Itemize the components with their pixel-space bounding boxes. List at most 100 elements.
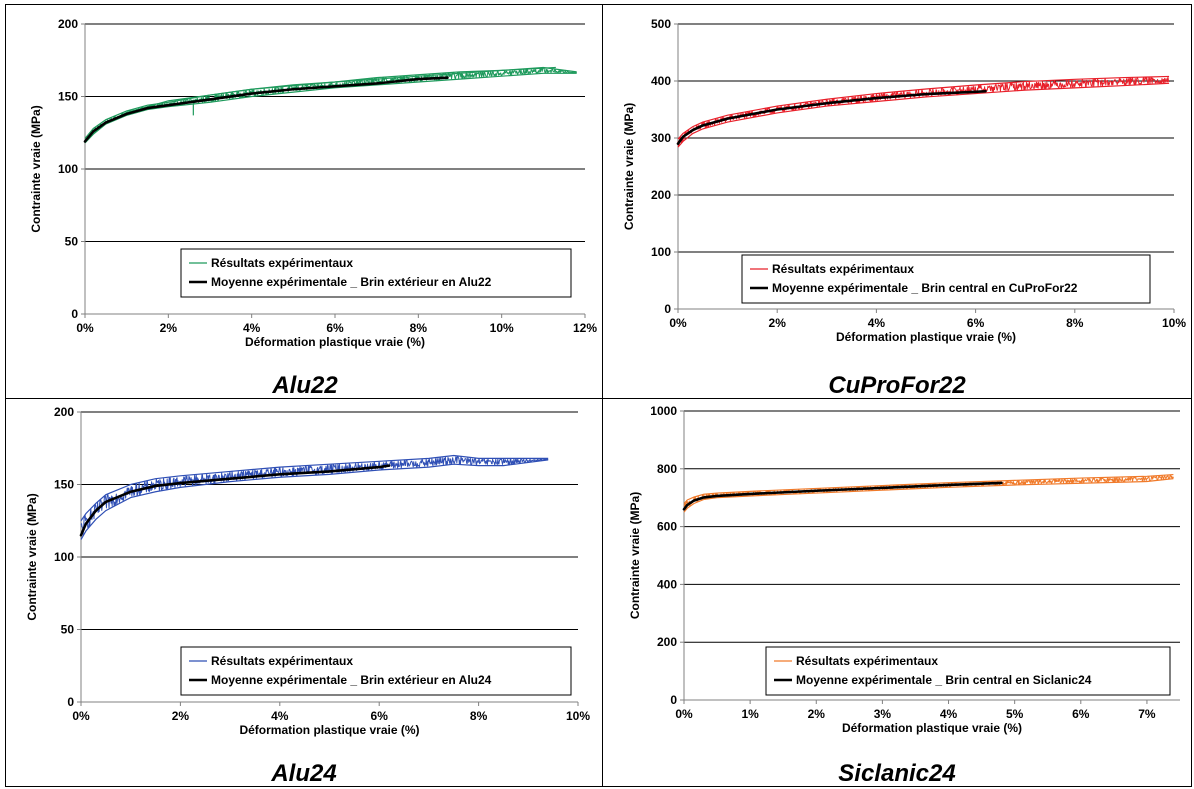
x-axis-title: Déformation plastique vraie (%) <box>842 721 1022 735</box>
experimental-envelope-lower <box>84 72 577 144</box>
x-tick-label: 6% <box>967 316 985 330</box>
panel-caption: Alu22 <box>271 372 338 399</box>
x-tick-label: 2% <box>160 321 178 335</box>
x-tick-label: 2% <box>172 709 190 723</box>
x-tick-label: 10% <box>566 709 590 723</box>
x-tick-label: 12% <box>573 321 597 335</box>
legend-label: Moyenne expérimentale _ Brin extérieur e… <box>211 275 492 289</box>
x-tick-label: 6% <box>1072 707 1090 721</box>
y-tick-label: 500 <box>651 17 671 31</box>
y-tick-label: 200 <box>54 405 74 419</box>
y-tick-label: 50 <box>61 623 75 637</box>
x-tick-label: 8% <box>1066 316 1084 330</box>
experimental-envelope-upper <box>683 473 1174 504</box>
x-tick-label: 3% <box>874 707 892 721</box>
legend: Résultats expérimentaux Moyenne expérimen… <box>741 254 1151 304</box>
x-tick-label: 4% <box>243 321 261 335</box>
x-tick-label: 10% <box>1162 316 1186 330</box>
legend: Résultats expérimentaux Moyenne expérimen… <box>180 248 572 298</box>
chart-panel-alu22: 0 50 100 150 200 0% 2% 4% 6% 8% 10% 12% Déformation … <box>5 4 603 399</box>
legend-label: Moyenne expérimentale _ Brin central en … <box>772 281 1078 295</box>
chart-panel-cuprofor22: 0 100 200 300 400 500 0% 2% 4% 6% 8% 10% Déformation… <box>602 4 1192 399</box>
y-tick-label: 200 <box>58 17 78 31</box>
legend-label: Moyenne expérimentale _ Brin central en … <box>796 673 1092 687</box>
y-axis-title: Contrainte vraie (MPa) <box>628 492 642 619</box>
panel-caption: Alu24 <box>270 760 336 787</box>
legend-label: Résultats expérimentaux <box>211 654 353 668</box>
y-tick-label: 150 <box>54 478 74 492</box>
experimental-noise-trace <box>683 474 1174 510</box>
legend-box <box>741 254 1151 304</box>
legend-box <box>765 646 1171 696</box>
series-experimental <box>677 75 1170 148</box>
x-axis-title: Déformation plastique vraie (%) <box>245 335 425 349</box>
x-tick-label: 8% <box>470 709 488 723</box>
chart-alu22: 0 50 100 150 200 0% 2% 4% 6% 8% 10% 12% Déformation … <box>29 17 597 399</box>
x-tick-label: 4% <box>271 709 289 723</box>
panel-caption: CuProFor22 <box>828 372 966 399</box>
series-experimental <box>80 454 549 540</box>
y-tick-label: 200 <box>657 635 677 649</box>
chart-alu24: 0 50 100 150 200 0% 2% 4% 6% 8% 10% Déformation pla… <box>25 405 590 787</box>
series-mean-line <box>682 481 1003 511</box>
legend: Résultats expérimentaux Moyenne expérimen… <box>765 646 1171 696</box>
x-tick-label: 2% <box>808 707 826 721</box>
legend-label: Moyenne expérimentale _ Brin extérieur e… <box>211 673 492 687</box>
x-tick-label: 1% <box>741 707 759 721</box>
x-axis-title: Déformation plastique vraie (%) <box>836 330 1016 344</box>
legend: Résultats expérimentaux Moyenne expérimen… <box>180 646 572 696</box>
y-tick-label: 100 <box>54 550 74 564</box>
experimental-envelope-lower <box>677 82 1170 148</box>
series-mean-line <box>676 89 987 145</box>
y-axis-title: Contrainte vraie (MPa) <box>622 103 636 230</box>
y-tick-label: 0 <box>670 693 677 707</box>
y-axis-title: Contrainte vraie (MPa) <box>29 105 43 232</box>
experimental-envelope-lower <box>80 459 549 540</box>
x-axis-title: Déformation plastique vraie (%) <box>239 723 419 737</box>
experimental-noise-trace <box>84 67 578 142</box>
x-tick-label: 0% <box>76 321 94 335</box>
legend-label: Résultats expérimentaux <box>796 654 938 668</box>
experimental-noise-trace <box>677 76 1170 147</box>
legend-box <box>180 646 572 696</box>
x-tick-label: 8% <box>410 321 428 335</box>
y-tick-label: 400 <box>651 74 671 88</box>
experimental-envelope-upper <box>677 75 1170 140</box>
legend-label: Résultats expérimentaux <box>211 256 353 270</box>
chart-cuprofor22: 0 100 200 300 400 500 0% 2% 4% 6% 8% 10% Déformation… <box>622 17 1186 399</box>
x-tick-label: 6% <box>326 321 344 335</box>
y-tick-label: 1000 <box>650 404 677 418</box>
x-tick-label: 10% <box>490 321 514 335</box>
y-tick-label: 0 <box>664 302 671 316</box>
panel-caption: Siclanic24 <box>838 760 955 787</box>
x-tick-label: 0% <box>675 707 693 721</box>
legend-box <box>180 248 572 298</box>
y-tick-label: 0 <box>71 307 78 321</box>
series-mean-line <box>83 76 449 143</box>
experimental-envelope-upper <box>80 454 549 522</box>
experimental-noise-trace <box>80 455 549 535</box>
y-tick-label: 400 <box>657 577 677 591</box>
series-mean-line <box>79 464 391 537</box>
x-tick-label: 5% <box>1006 707 1024 721</box>
x-tick-label: 4% <box>940 707 958 721</box>
y-tick-label: 800 <box>657 462 677 476</box>
x-tick-label: 7% <box>1138 707 1156 721</box>
y-axis-title: Contrainte vraie (MPa) <box>25 493 39 620</box>
y-tick-label: 200 <box>651 188 671 202</box>
y-tick-label: 0 <box>67 695 74 709</box>
legend-label: Résultats expérimentaux <box>772 262 914 276</box>
y-tick-label: 100 <box>58 162 78 176</box>
experimental-extra-trace <box>84 66 556 142</box>
x-tick-label: 0% <box>669 316 687 330</box>
series-experimental <box>84 66 578 144</box>
x-tick-label: 4% <box>868 316 886 330</box>
y-tick-label: 100 <box>651 245 671 259</box>
chart-panel-alu24: 0 50 100 150 200 0% 2% 4% 6% 8% 10% Déformation pla… <box>5 398 603 787</box>
x-tick-label: 6% <box>371 709 389 723</box>
x-tick-label: 2% <box>769 316 787 330</box>
chart-panel-siclanic24: 0 200 400 600 800 1000 0% 1% 2% 3% 4% 5% 6% 7% Déforma… <box>602 398 1192 787</box>
y-tick-label: 300 <box>651 131 671 145</box>
y-tick-label: 50 <box>65 235 79 249</box>
